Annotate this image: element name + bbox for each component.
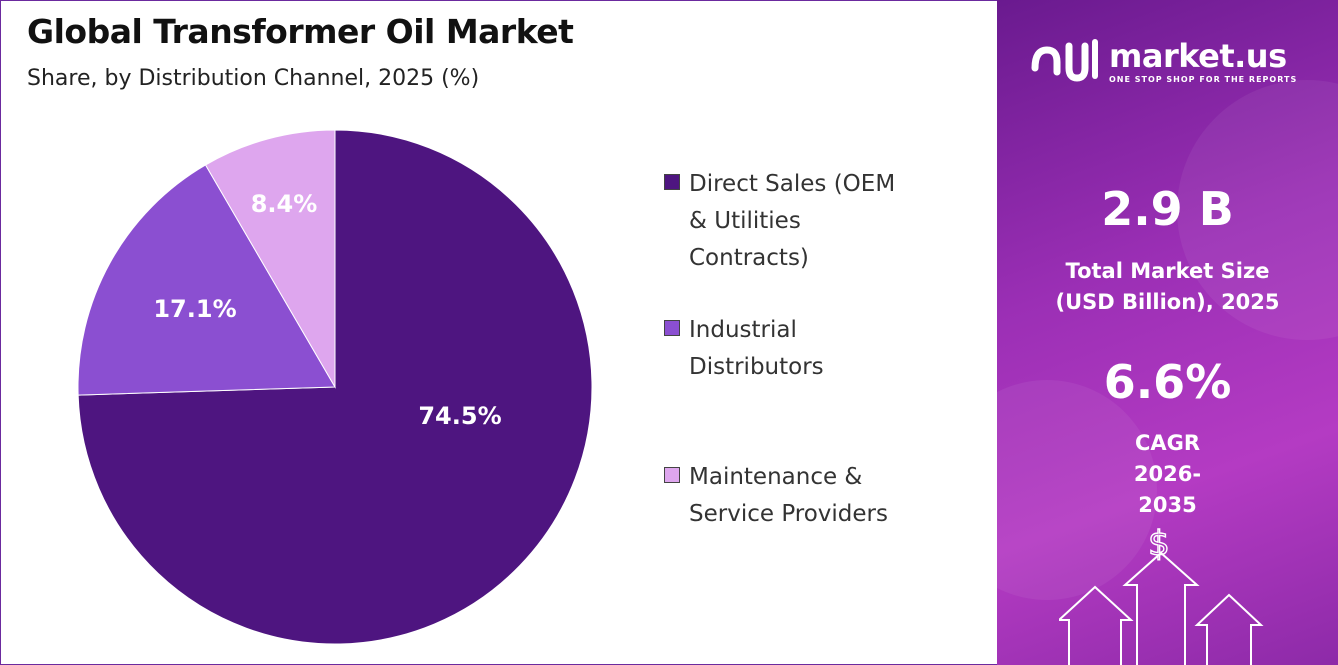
legend-item-maintenance-service: Maintenance & Service Providers [664, 459, 919, 533]
pie-chart: 74.5% 17.1% 8.4% [77, 129, 593, 645]
legend-label-direct-sales: Direct Sales (OEM & Utilities Contracts) [689, 171, 896, 271]
dollar-growth-arrows-icon: $ [1059, 523, 1264, 665]
chart-subtitle: Share, by Distribution Channel, 2025 (%) [27, 66, 480, 91]
pie-slice-label-3: 8.4% [251, 190, 318, 218]
brand-name: market.us [1109, 37, 1287, 75]
brand-logo: market.us ONE STOP SHOP FOR THE REPORTS [1031, 38, 1297, 86]
chart-title: Global Transformer Oil Market [27, 12, 574, 51]
market-us-logo-icon [1031, 39, 1098, 82]
legend-item-direct-sales: Direct Sales (OEM & Utilities Contracts) [664, 166, 919, 277]
legend-label-industrial-distributors: Industrial Distributors [689, 317, 824, 380]
legend-label-maintenance-service: Maintenance & Service Providers [689, 464, 888, 527]
pie-slice-label-2: 17.1% [153, 295, 236, 323]
legend-item-industrial-distributors: Industrial Distributors [664, 312, 919, 386]
market-size-label: Total Market Size (USD Billion), 2025 [1055, 259, 1280, 314]
cagr-label: CAGR 2026-2035 [1133, 431, 1202, 517]
pie-slice-3 [204, 129, 336, 389]
brand-tagline: ONE STOP SHOP FOR THE REPORTS [1109, 75, 1298, 84]
legend-swatch-maintenance-service [664, 467, 680, 483]
pie-slice-2 [77, 164, 336, 396]
market-summary-panel: market.us ONE STOP SHOP FOR THE REPORTS … [997, 0, 1338, 665]
legend-swatch-direct-sales [664, 174, 680, 190]
market-size-value: 2.9 B [1101, 182, 1234, 236]
cagr-value: 6.6% [1103, 355, 1232, 409]
pie-slice-label-1: 74.5% [418, 402, 501, 430]
svg-text:$: $ [1148, 524, 1170, 564]
legend-swatch-industrial-distributors [664, 320, 680, 336]
